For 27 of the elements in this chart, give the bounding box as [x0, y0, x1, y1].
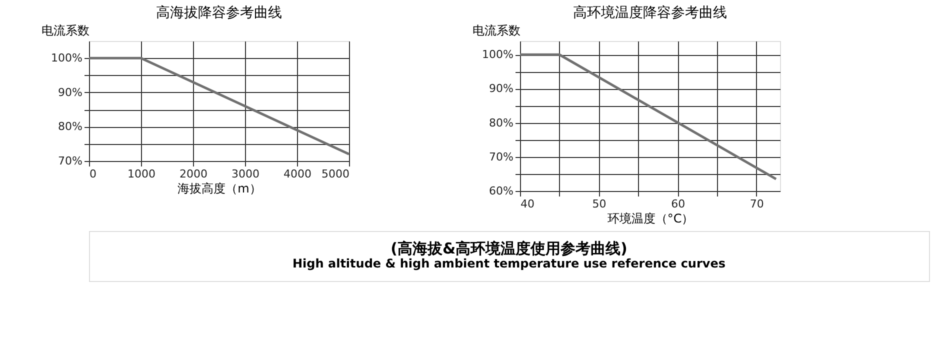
x-tick-label: 70 — [750, 198, 764, 210]
y-tick-label: 80% — [58, 120, 82, 134]
y-tick-label: 90% — [489, 82, 514, 96]
y-axis-title: 电流系数 — [42, 24, 90, 38]
y-tick-label: 100% — [482, 48, 514, 62]
y-tick-label: 80% — [489, 116, 514, 130]
chart-title: 高环境温度降容参考曲线 — [573, 5, 727, 21]
chart-title: 高海拔降容参考曲线 — [156, 5, 282, 21]
x-tick-label: 50 — [592, 198, 606, 210]
x-tick-label: 4000 — [284, 168, 312, 180]
y-tick-label: 70% — [489, 150, 514, 164]
y-tick-label: 90% — [58, 86, 82, 99]
y-tick-label: 70% — [58, 154, 82, 168]
x-tick-label: 5000 — [322, 168, 350, 180]
text: (高海拔&高环境温度使用参考曲线) — [390, 240, 628, 258]
x-tick-label: 1000 — [128, 168, 156, 180]
y-tick-label: 60% — [489, 184, 514, 198]
x-tick-label: 3000 — [232, 168, 260, 180]
x-axis-title: 环境温度（°C） — [607, 212, 694, 226]
x-tick-label: 0 — [90, 168, 96, 180]
text: High altitude & high ambient temperature use reference curves — [292, 256, 726, 270]
x-tick-label: 60 — [671, 198, 686, 210]
x-tick-label: 2000 — [180, 168, 208, 180]
x-axis-title: 海拔高度（m） — [178, 182, 262, 196]
y-tick-label: 100% — [51, 52, 82, 65]
x-tick-label: 40 — [520, 198, 534, 210]
y-axis-title: 电流系数 — [472, 24, 520, 38]
